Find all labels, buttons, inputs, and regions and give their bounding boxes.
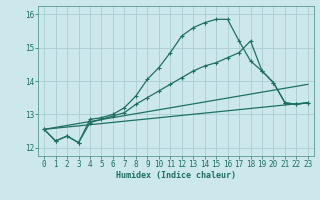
- X-axis label: Humidex (Indice chaleur): Humidex (Indice chaleur): [116, 171, 236, 180]
